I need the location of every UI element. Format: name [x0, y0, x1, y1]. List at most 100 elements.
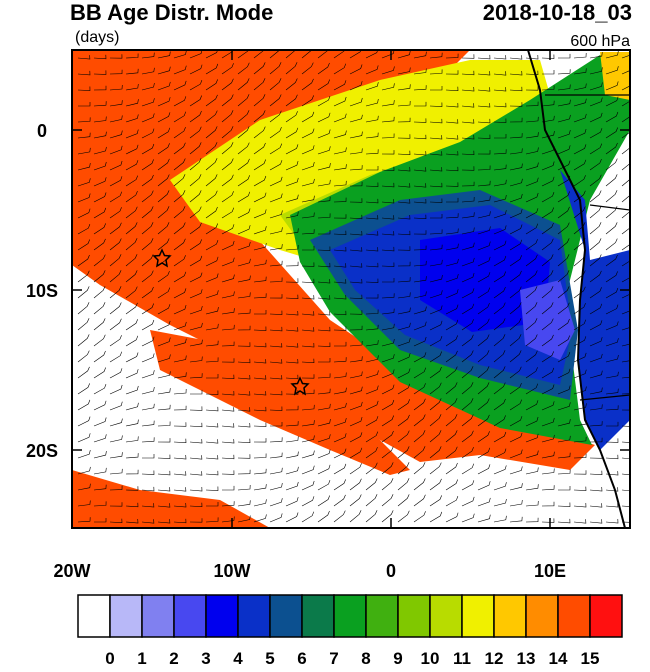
wind-barb [301, 245, 315, 251]
wind-barb [573, 436, 587, 443]
wind-barb [525, 484, 539, 491]
wind-barb [301, 374, 315, 379]
wind-barb [381, 231, 395, 236]
wind-barb [557, 502, 571, 507]
wind-barb [237, 325, 251, 331]
wind-barb [173, 158, 186, 171]
wind-barb [397, 368, 411, 379]
wind-barb [157, 371, 171, 379]
wind-barb [397, 478, 410, 491]
wind-barb [270, 422, 283, 427]
wind-barb [125, 402, 139, 411]
wind-barb [77, 517, 91, 523]
wind-barb [589, 67, 603, 75]
wind-barb [397, 446, 410, 459]
wind-barb [141, 238, 154, 251]
wind-barb [349, 386, 363, 395]
wind-barb [93, 367, 106, 379]
wind-barb [557, 335, 570, 347]
wind-barb [621, 116, 630, 123]
wind-barb [541, 417, 555, 427]
wind-barb [93, 238, 106, 251]
wind-barb [189, 142, 202, 155]
wind-barb [173, 111, 187, 123]
wind-barb [157, 470, 171, 476]
wind-barb [413, 291, 427, 299]
wind-barb [317, 146, 331, 155]
wind-barb [333, 494, 346, 507]
wind-barb [413, 214, 427, 220]
wind-barb [189, 373, 203, 379]
wind-barb [269, 467, 283, 475]
wind-barb [557, 53, 571, 59]
wind-barb [573, 302, 586, 315]
wind-barb [205, 142, 218, 155]
wind-barb [541, 131, 555, 139]
wind-barb [413, 336, 427, 347]
wind-barb [349, 97, 363, 107]
wind-barb [333, 387, 347, 395]
wind-barb [605, 158, 618, 171]
wind-barb [109, 318, 122, 331]
wind-barb [253, 94, 266, 107]
wind-barb [109, 302, 122, 315]
wind-barb [77, 383, 90, 395]
wind-barb [205, 239, 219, 251]
wind-barb [493, 382, 506, 395]
wind-barb [173, 405, 187, 411]
wind-barb [269, 193, 283, 203]
colorbar-box [333, 594, 367, 638]
wind-barb [285, 261, 299, 267]
colorbar-label: 0 [105, 649, 114, 667]
wind-barb [621, 227, 630, 235]
wind-barb [317, 279, 331, 284]
wind-barb [365, 431, 379, 443]
wind-barb [365, 198, 379, 204]
wind-barb [413, 276, 427, 283]
wind-barb [269, 227, 283, 235]
wind-barb [93, 484, 107, 491]
wind-barb [525, 101, 539, 107]
wind-barb [125, 486, 139, 491]
wind-barb [125, 129, 139, 139]
wind-barb [109, 435, 123, 443]
wind-barb [461, 273, 475, 283]
wind-barb [333, 263, 347, 268]
wind-barb [141, 503, 155, 508]
wind-barb [317, 179, 331, 187]
wind-barb [365, 149, 379, 155]
wind-barb [541, 434, 555, 443]
wind-barb [381, 415, 394, 427]
y-axis-label: 20S [26, 441, 58, 461]
wind-barb [589, 112, 603, 123]
wind-barb [77, 117, 91, 123]
wind-barb [173, 288, 187, 299]
wind-barb [141, 437, 155, 443]
wind-barb [285, 436, 299, 443]
x-axis-label: 0 [386, 561, 396, 581]
wind-barb [397, 67, 411, 75]
wind-barb [205, 110, 218, 123]
wind-barb [205, 190, 218, 203]
wind-barb [445, 350, 458, 363]
wind-barb [349, 148, 363, 155]
border [579, 394, 630, 401]
wind-barb [269, 452, 283, 459]
wind-barb [221, 110, 234, 123]
field-region [420, 228, 550, 332]
wind-barb [109, 130, 123, 139]
wind-barb [429, 305, 443, 315]
wind-barb [589, 190, 602, 203]
wind-barb [77, 223, 91, 235]
wind-barb [205, 273, 219, 283]
wind-barb [109, 351, 123, 363]
wind-barb [541, 286, 554, 299]
wind-barb [221, 142, 234, 155]
colorbar-label: 6 [297, 649, 306, 667]
wind-barb [605, 518, 619, 524]
wind-barb [173, 438, 187, 444]
wind-barb [141, 486, 155, 492]
wind-barb [333, 96, 347, 107]
wind-barb [589, 370, 603, 379]
wind-barb [77, 270, 90, 283]
